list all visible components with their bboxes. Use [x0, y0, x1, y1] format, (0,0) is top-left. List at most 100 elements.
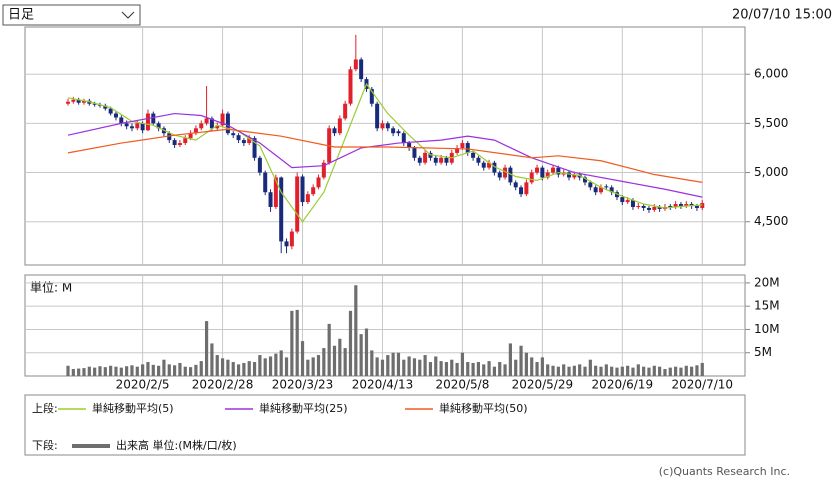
volume-bar [476, 362, 481, 376]
candle-body [380, 123, 385, 129]
candle-body [71, 99, 76, 102]
candle-body [92, 103, 97, 105]
volume-bar [572, 365, 576, 376]
candle-body [513, 182, 518, 188]
volume-bar [199, 361, 203, 376]
legend-upper-label: 上段: [32, 401, 58, 415]
volume-bar [471, 362, 475, 376]
candle-body [556, 167, 561, 175]
x-tick-label: 2020/2/28 [192, 378, 254, 392]
candle-body [423, 152, 428, 163]
volume-bar [396, 352, 401, 376]
candle-body [614, 192, 619, 198]
candle-body [81, 100, 86, 103]
volume-bar [82, 368, 86, 376]
candle-body [188, 133, 193, 139]
period-select[interactable] [2, 4, 141, 26]
volume-bar [130, 365, 134, 376]
candle-body [583, 177, 588, 183]
candle-body [252, 138, 257, 158]
candle-body [551, 167, 556, 173]
candle-body [673, 204, 678, 207]
volume-bar [364, 328, 369, 376]
volume-bar [535, 362, 539, 376]
unit-label: 単位: M [30, 280, 72, 295]
volume-bar [354, 285, 358, 376]
volume-bar [556, 366, 560, 376]
legend-label: 単純移動平均(50) [439, 401, 528, 415]
volume-bar [460, 352, 465, 376]
y-tick-label: 6,000 [754, 67, 788, 81]
candle-body [588, 182, 593, 188]
volume-bar [380, 359, 385, 376]
volume-bar [300, 341, 305, 376]
candle-body [257, 157, 262, 173]
volume-bar [690, 366, 694, 376]
chevron [121, 11, 135, 19]
volume-bar [498, 362, 502, 376]
volume-bar [412, 358, 417, 376]
y-tick-label: 15M [754, 299, 780, 313]
candle-body [177, 143, 182, 146]
volume-bar [194, 364, 198, 376]
volume-bar [546, 364, 550, 376]
candle-body [289, 231, 294, 247]
candle-body [503, 167, 508, 178]
price-panel [24, 26, 746, 266]
candle-body [220, 113, 225, 126]
candle-body [375, 103, 380, 129]
candle-body [630, 200, 635, 207]
volume-bar [503, 364, 507, 376]
candle-body [684, 204, 689, 206]
candle-body [471, 152, 476, 158]
candle-body [353, 59, 358, 70]
candle-body [444, 157, 449, 163]
volume-bar [631, 367, 635, 376]
candle-body [193, 128, 198, 134]
candle-body [343, 103, 348, 119]
candle-body [183, 138, 188, 144]
volume-bar [98, 366, 102, 376]
volume-bar [540, 357, 544, 376]
volume-bar [375, 357, 379, 376]
candle-body [204, 118, 209, 124]
volume-bar [567, 366, 571, 376]
volume-bar [450, 359, 454, 376]
candle-body [524, 182, 529, 195]
volume-bar [604, 364, 608, 376]
legend-label: 単純移動平均(25) [259, 401, 348, 415]
volume-bar [684, 365, 688, 376]
candle-body [273, 177, 278, 207]
volume-bar [135, 366, 139, 376]
volume-bar [444, 362, 449, 376]
candle-body [652, 206, 657, 210]
candle-body [460, 143, 465, 148]
volume-bar [141, 364, 145, 376]
volume-bar [343, 348, 347, 376]
candle-body [199, 123, 204, 129]
legend-box [24, 394, 746, 456]
volume-bar [231, 362, 235, 376]
candle-body [241, 140, 246, 144]
candle-body [103, 105, 108, 109]
volume-bar [306, 359, 310, 376]
volume-bar [151, 364, 155, 376]
volume-bar [114, 366, 118, 376]
candle-body [172, 140, 177, 146]
volume-bar [652, 365, 656, 376]
volume-bar [226, 359, 230, 376]
x-tick-label: 2020/5/29 [512, 378, 574, 392]
volume-bar [359, 334, 363, 376]
volume-bar [658, 366, 662, 376]
candle-body [167, 133, 172, 141]
candle-body [540, 167, 545, 178]
timestamp: 20/07/10 15:00 [732, 8, 832, 23]
candle-body [113, 113, 118, 118]
volume-bar [183, 366, 187, 376]
volume-bar [514, 359, 518, 376]
volume-bar [620, 366, 624, 376]
candle-body [417, 157, 422, 163]
candle-body [455, 147, 460, 153]
volume-bar [242, 362, 246, 376]
